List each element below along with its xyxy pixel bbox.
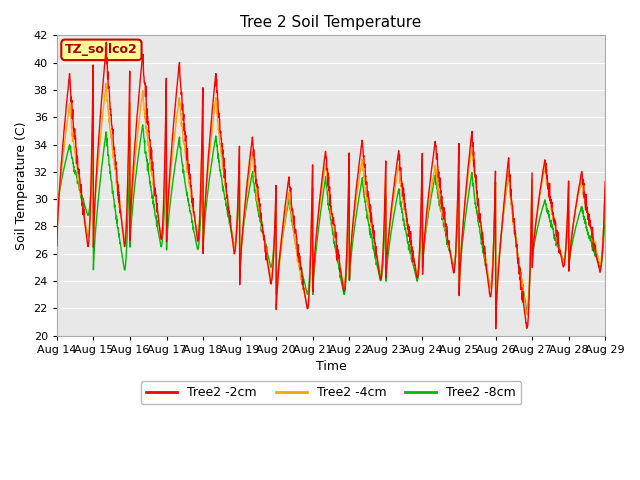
Tree2 -8cm <box>359 183 367 189</box>
Tree2 -8cm <box>523 309 531 314</box>
Tree2 -2cm <box>491 213 499 218</box>
Tree2 -8cm <box>53 213 61 218</box>
Tree2 -4cm <box>359 161 367 167</box>
X-axis label: Time: Time <box>316 360 346 373</box>
Tree2 -2cm <box>602 179 609 184</box>
Tree2 -8cm <box>554 240 561 246</box>
Tree2 -4cm <box>347 245 355 251</box>
Y-axis label: Soil Temperature (C): Soil Temperature (C) <box>15 121 28 250</box>
Line: Tree2 -2cm: Tree2 -2cm <box>57 42 605 329</box>
Text: TZ_soilco2: TZ_soilco2 <box>65 43 138 56</box>
Tree2 -2cm <box>554 228 561 233</box>
Tree2 -2cm <box>492 326 500 332</box>
Tree2 -8cm <box>568 240 576 245</box>
Tree2 -2cm <box>102 39 110 45</box>
Tree2 -8cm <box>206 172 214 178</box>
Tree2 -2cm <box>53 243 61 249</box>
Tree2 -4cm <box>568 227 576 233</box>
Tree2 -4cm <box>554 240 561 245</box>
Line: Tree2 -8cm: Tree2 -8cm <box>57 125 605 312</box>
Tree2 -2cm <box>206 134 214 140</box>
Tree2 -4cm <box>53 234 61 240</box>
Tree2 -4cm <box>491 216 499 222</box>
Tree2 -8cm <box>139 122 147 128</box>
Tree2 -2cm <box>347 245 355 251</box>
Legend: Tree2 -2cm, Tree2 -4cm, Tree2 -8cm: Tree2 -2cm, Tree2 -4cm, Tree2 -8cm <box>141 382 521 405</box>
Tree2 -8cm <box>491 217 499 223</box>
Tree2 -2cm <box>568 228 576 234</box>
Line: Tree2 -4cm: Tree2 -4cm <box>57 83 605 315</box>
Tree2 -4cm <box>492 312 500 318</box>
Tree2 -4cm <box>602 183 609 189</box>
Tree2 -4cm <box>102 80 110 86</box>
Tree2 -2cm <box>359 146 367 152</box>
Tree2 -8cm <box>602 209 609 215</box>
Tree2 -8cm <box>347 255 355 261</box>
Tree2 -4cm <box>206 147 214 153</box>
Title: Tree 2 Soil Temperature: Tree 2 Soil Temperature <box>241 15 422 30</box>
